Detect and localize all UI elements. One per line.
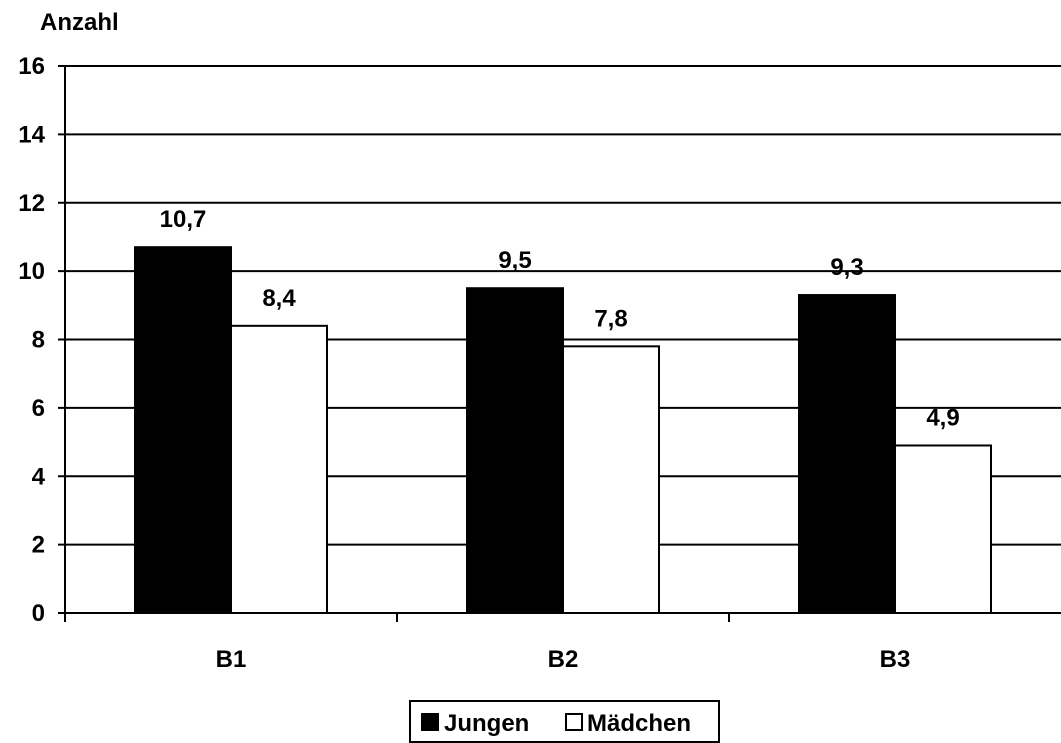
bar-jungen-b2 <box>466 287 564 614</box>
y-tick-label: 6 <box>32 395 45 422</box>
tick-labels: 0 2 4 6 8 10 12 14 16 B1 B2 B3 <box>18 53 910 673</box>
legend-swatch-jungen <box>421 713 439 731</box>
x-tick-label: B1 <box>216 646 247 673</box>
bar-jungen-b3 <box>798 294 896 614</box>
data-label: 9,3 <box>830 254 863 281</box>
y-tick-label: 0 <box>32 600 45 627</box>
y-tick-label: 8 <box>32 327 45 354</box>
axes <box>58 65 1061 622</box>
data-label: 4,9 <box>926 404 959 431</box>
x-tick-label: B3 <box>880 646 911 673</box>
legend: Jungen Mädchen <box>409 700 720 743</box>
bar-jungen-b1 <box>134 246 232 614</box>
data-label: 8,4 <box>262 285 296 312</box>
bars <box>134 246 992 615</box>
bar-mädchen-b1 <box>230 324 328 614</box>
x-tick-label: B2 <box>548 646 579 673</box>
y-tick-label: 12 <box>18 190 45 217</box>
legend-label-mädchen: Mädchen <box>587 710 691 737</box>
y-tick-label: 4 <box>32 463 46 490</box>
data-labels: 10,7 8,4 9,5 7,8 9,3 4,9 <box>160 206 960 431</box>
y-axis-label: Anzahl <box>40 9 119 36</box>
bar-mädchen-b2 <box>562 345 660 614</box>
y-tick-label: 16 <box>18 53 45 80</box>
data-label: 7,8 <box>594 305 627 332</box>
data-label: 10,7 <box>160 206 207 233</box>
data-label: 9,5 <box>498 247 531 274</box>
y-tick-label: 10 <box>18 258 45 285</box>
legend-label-jungen: Jungen <box>444 710 529 737</box>
y-tick-label: 2 <box>32 532 45 559</box>
y-tick-label: 14 <box>18 121 45 148</box>
bar-mädchen-b3 <box>894 444 992 615</box>
legend-swatch-mädchen <box>565 713 583 731</box>
legend-box <box>409 700 720 743</box>
